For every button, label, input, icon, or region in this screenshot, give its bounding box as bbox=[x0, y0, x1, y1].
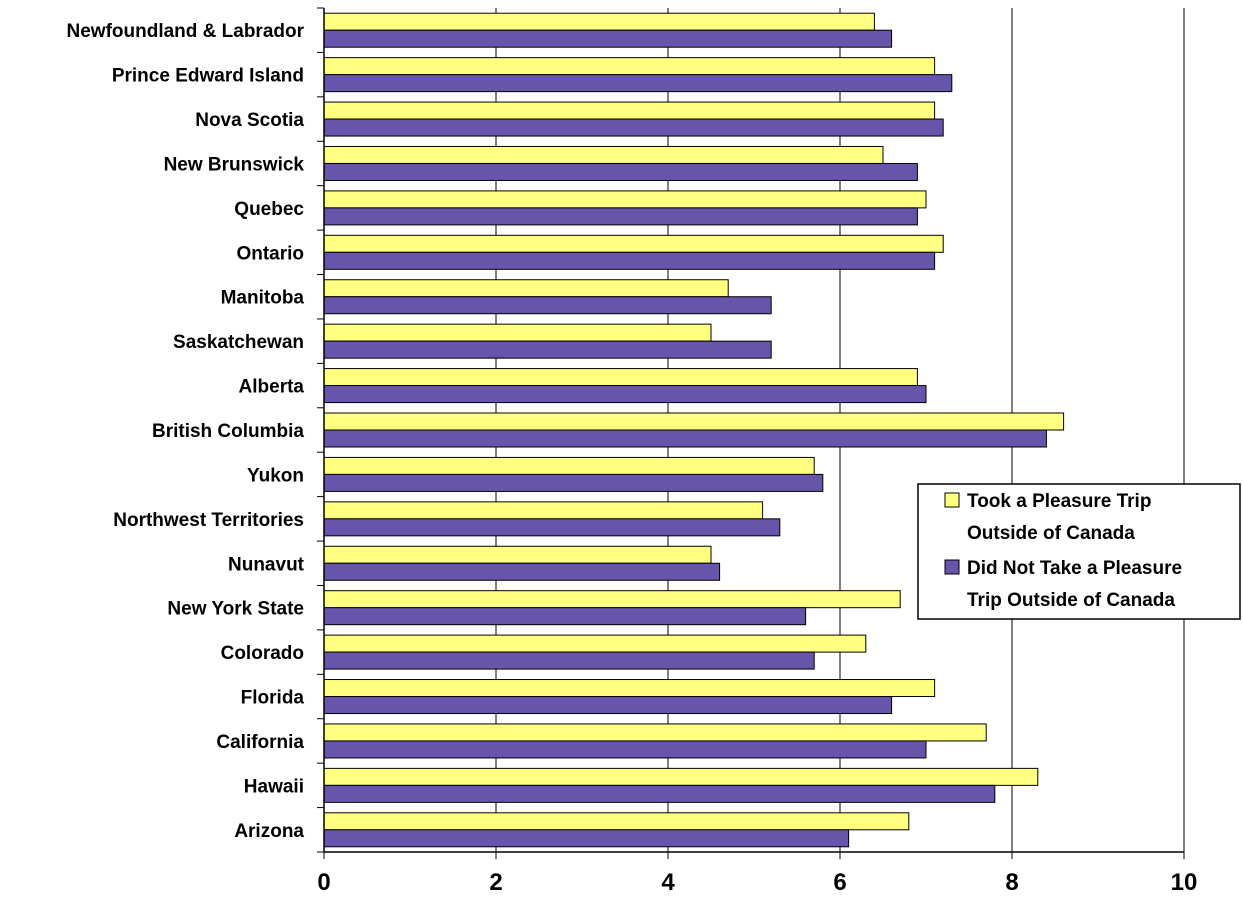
category-label-nunavut: Nunavut bbox=[228, 554, 305, 575]
bar-took-trip-yukon bbox=[323, 456, 815, 475]
category-label-california: California bbox=[216, 732, 304, 753]
x-tick-label-8: 8 bbox=[1005, 869, 1018, 896]
category-label-manitoba: Manitoba bbox=[221, 288, 305, 309]
bar-did-not-take-trip-colorado bbox=[323, 651, 815, 670]
category-label-british-columbia: British Columbia bbox=[152, 421, 304, 442]
bar-took-trip-manitoba bbox=[323, 279, 729, 298]
bar-did-not-take-trip-california bbox=[323, 740, 927, 759]
category-label-saskatchewan: Saskatchewan bbox=[173, 332, 304, 353]
x-tick-label-4: 4 bbox=[661, 869, 675, 896]
category-label-ontario: Ontario bbox=[236, 243, 304, 264]
bar-did-not-take-trip-arizona bbox=[323, 829, 850, 848]
bar-took-trip-arizona bbox=[323, 812, 910, 831]
legend-label-did-not-take-trip-line1: Did Not Take a Pleasure bbox=[967, 558, 1182, 579]
bar-did-not-take-trip-yukon bbox=[323, 473, 824, 492]
bar-took-trip-northwest-territories bbox=[323, 501, 764, 520]
bar-did-not-take-trip-british-columbia bbox=[323, 429, 1047, 448]
legend-label-took-trip-line2: Outside of Canada bbox=[967, 523, 1135, 544]
x-tick-label-10: 10 bbox=[1171, 869, 1198, 896]
bar-did-not-take-trip-quebec bbox=[323, 207, 918, 226]
bar-did-not-take-trip-nunavut bbox=[323, 562, 721, 581]
bar-did-not-take-trip-florida bbox=[323, 696, 893, 715]
category-label-nova-scotia: Nova Scotia bbox=[195, 110, 304, 131]
bar-did-not-take-trip-nova-scotia bbox=[323, 118, 944, 137]
bar-took-trip-quebec bbox=[323, 190, 927, 209]
bar-took-trip-new-york-state bbox=[323, 590, 901, 609]
category-label-new-brunswick: New Brunswick bbox=[164, 154, 305, 175]
category-label-colorado: Colorado bbox=[221, 643, 304, 664]
bar-took-trip-hawaii bbox=[323, 767, 1039, 786]
axes bbox=[317, 7, 1185, 859]
category-label-arizona: Arizona bbox=[234, 821, 304, 842]
legend-label-did-not-take-trip-line2: Trip Outside of Canada bbox=[967, 590, 1175, 611]
bar-did-not-take-trip-newfoundland-and-labrador bbox=[323, 29, 893, 48]
bar-took-trip-british-columbia bbox=[323, 412, 1065, 431]
category-label-quebec: Quebec bbox=[234, 199, 304, 220]
bar-did-not-take-trip-prince-edward-island bbox=[323, 74, 953, 93]
category-label-alberta: Alberta bbox=[239, 377, 305, 398]
bar-did-not-take-trip-manitoba bbox=[323, 296, 772, 315]
legend: Took a Pleasure Trip Outside of Canada D… bbox=[917, 483, 1241, 620]
category-label-yukon: Yukon bbox=[247, 465, 304, 486]
category-label-prince-edward-island: Prince Edward Island bbox=[112, 66, 304, 87]
x-tick-labels: 0 2 4 6 8 10 bbox=[317, 869, 1197, 896]
bar-took-trip-colorado bbox=[323, 634, 867, 653]
bar-did-not-take-trip-hawaii bbox=[323, 784, 996, 803]
category-label-hawaii: Hawaii bbox=[244, 776, 304, 797]
bar-took-trip-nunavut bbox=[323, 545, 712, 564]
bar-took-trip-prince-edward-island bbox=[323, 57, 936, 76]
bar-took-trip-alberta bbox=[323, 368, 918, 387]
category-label-newfoundland-and-labrador: Newfoundland & Labrador bbox=[67, 21, 305, 42]
category-label-northwest-territories: Northwest Territories bbox=[113, 510, 304, 531]
legend-label-took-trip-line1: Took a Pleasure Trip bbox=[967, 491, 1151, 512]
x-tick-label-2: 2 bbox=[489, 869, 502, 896]
category-labels: Newfoundland & Labrador Prince Edward Isl… bbox=[67, 21, 305, 842]
x-tick-label-6: 6 bbox=[833, 869, 846, 896]
bar-did-not-take-trip-saskatchewan bbox=[323, 340, 772, 359]
bar-took-trip-newfoundland-and-labrador bbox=[323, 12, 875, 31]
bar-did-not-take-trip-alberta bbox=[323, 385, 927, 404]
category-label-new-york-state: New York State bbox=[167, 599, 304, 620]
bar-did-not-take-trip-new-brunswick bbox=[323, 162, 918, 181]
legend-box bbox=[917, 483, 1241, 620]
legend-swatch-took-trip bbox=[944, 492, 960, 508]
bar-took-trip-california bbox=[323, 723, 987, 742]
bar-took-trip-ontario bbox=[323, 234, 944, 253]
bar-did-not-take-trip-northwest-territories bbox=[323, 518, 781, 537]
bar-did-not-take-trip-new-york-state bbox=[323, 607, 807, 626]
bar-did-not-take-trip-ontario bbox=[323, 251, 936, 270]
bars bbox=[323, 12, 1065, 848]
bar-took-trip-nova-scotia bbox=[323, 101, 936, 120]
bar-took-trip-new-brunswick bbox=[323, 145, 884, 164]
x-tick-label-0: 0 bbox=[317, 869, 330, 896]
legend-swatch-did-not-take-trip bbox=[944, 559, 960, 575]
category-label-florida: Florida bbox=[241, 688, 305, 709]
bar-took-trip-saskatchewan bbox=[323, 323, 712, 342]
bar-took-trip-florida bbox=[323, 679, 936, 698]
